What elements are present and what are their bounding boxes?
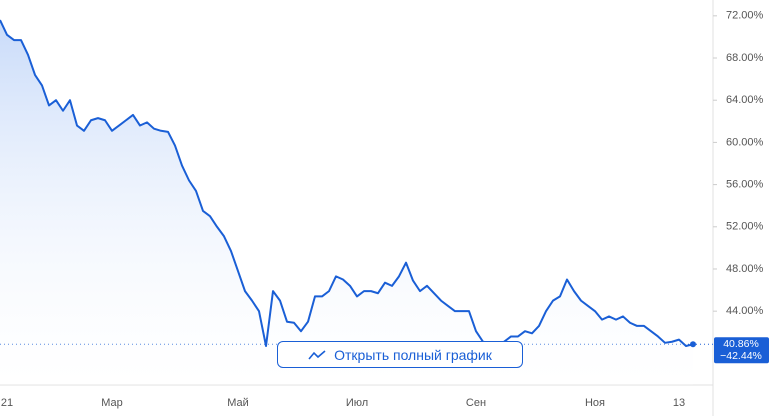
x-tick-label: Июл [346, 397, 368, 409]
button-label: Открыть полный график [334, 346, 492, 363]
x-tick-label: Мар [101, 397, 123, 409]
y-tick-label: 68.00% [726, 52, 764, 64]
y-tick-label: 48.00% [726, 263, 764, 275]
price-badge [714, 337, 769, 364]
x-tick-label: 21 [1, 397, 13, 409]
open-full-chart-button[interactable]: Открыть полный график [277, 341, 523, 368]
y-tick-label: 72.00% [726, 10, 764, 22]
price-label: 40.86% [723, 338, 759, 350]
y-tick-label: 44.00% [726, 305, 764, 317]
x-tick-label: 13 [673, 397, 685, 409]
area [0, 20, 693, 385]
chart-icon [308, 349, 326, 360]
price-line [0, 19, 694, 347]
x-tick-label: Ноя [585, 397, 605, 409]
last-point [690, 341, 696, 348]
change-label: −42.44% [720, 350, 762, 362]
y-tick-label: 60.00% [726, 136, 764, 148]
x-tick-label: Сен [466, 397, 486, 409]
x-tick-label: Май [227, 397, 249, 409]
y-tick-label: 52.00% [726, 221, 764, 233]
y-tick-label: 64.00% [726, 94, 764, 106]
y-tick-label: 56.00% [726, 178, 764, 190]
